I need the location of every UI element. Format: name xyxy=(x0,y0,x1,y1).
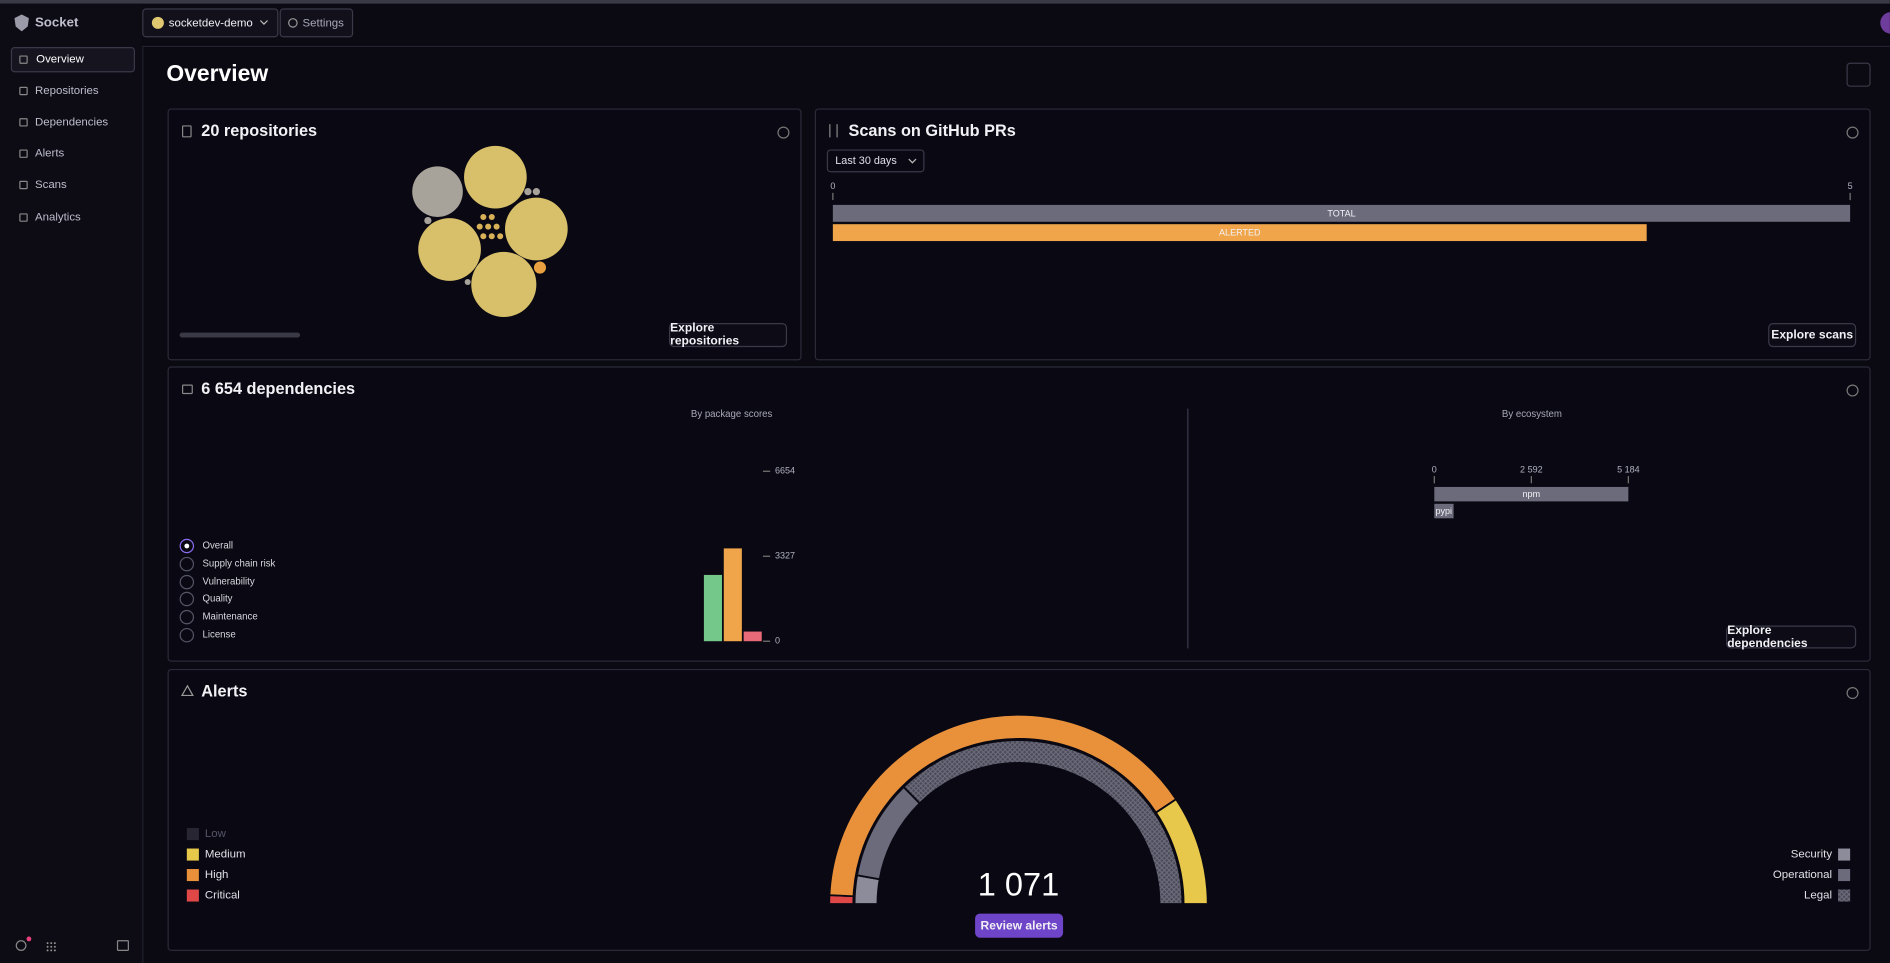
radio[interactable] xyxy=(179,627,195,643)
nav-item[interactable]: Repositories xyxy=(34,84,99,98)
card-title: 6 654 dependencies xyxy=(201,379,356,398)
radio-label: License xyxy=(202,629,236,641)
explore-dependencies-button[interactable]: Explore dependencies xyxy=(1725,624,1857,650)
range-dropdown[interactable] xyxy=(826,149,925,173)
nav-icon xyxy=(19,118,28,127)
nav-item[interactable]: Overview xyxy=(10,47,135,73)
org-avatar xyxy=(151,16,164,29)
alerts-card xyxy=(167,668,1871,951)
radio-label: Maintenance xyxy=(202,611,258,622)
radio[interactable] xyxy=(179,574,195,590)
radio[interactable] xyxy=(179,538,195,554)
page-title: Overview xyxy=(166,61,269,87)
help-icon[interactable] xyxy=(777,126,790,139)
chevron xyxy=(259,20,269,25)
package-icon xyxy=(182,384,193,395)
brand: Socket xyxy=(34,15,79,31)
explore-scans-button[interactable]: Explore scans xyxy=(1768,323,1857,348)
help-icon[interactable] xyxy=(15,940,27,951)
settings-label: Settings xyxy=(302,16,344,31)
radio-label: Vulnerability xyxy=(202,576,255,587)
card-title: 20 repositories xyxy=(201,121,318,140)
explore-repositories-button[interactable]: Explore repositories xyxy=(668,322,788,348)
radio[interactable] xyxy=(179,609,195,625)
help-icon[interactable] xyxy=(1846,384,1859,397)
help-icon[interactable] xyxy=(1846,126,1859,139)
org-switcher[interactable] xyxy=(142,8,279,38)
export-button[interactable] xyxy=(1846,62,1871,87)
radio-label: Quality xyxy=(202,593,233,604)
dependencies-card xyxy=(167,366,1871,662)
divider xyxy=(1187,408,1189,649)
apps-icon[interactable] xyxy=(45,941,57,953)
chart-title: By ecosystem xyxy=(1501,408,1562,420)
nav-item[interactable]: Alerts xyxy=(34,147,65,161)
chart-title: By package scores xyxy=(690,408,773,420)
nav-item[interactable]: Scans xyxy=(34,178,67,192)
brand-logo xyxy=(14,14,29,32)
help-icon[interactable] xyxy=(1846,687,1859,700)
chevron xyxy=(908,158,917,164)
radio-label: Supply chain risk xyxy=(202,558,276,569)
radio[interactable] xyxy=(179,591,195,607)
nav-item[interactable]: Analytics xyxy=(34,210,81,225)
org-name: socketdev-demo xyxy=(168,16,253,31)
top-strip xyxy=(0,0,1890,4)
sidebar xyxy=(0,3,143,963)
pr-icon xyxy=(829,124,838,138)
scrollbar xyxy=(179,332,301,338)
user-avatar[interactable] xyxy=(1880,12,1890,34)
repo-icon xyxy=(182,125,192,138)
warning-icon xyxy=(180,684,194,697)
nav-icon xyxy=(19,149,28,158)
gear-icon xyxy=(288,18,298,28)
nav-icon xyxy=(19,213,28,222)
card-title: Scans on GitHub PRs xyxy=(848,121,1016,140)
collapse-icon[interactable] xyxy=(116,940,129,951)
radio[interactable] xyxy=(179,556,195,572)
scans-card xyxy=(814,108,1871,361)
nav-icon xyxy=(19,86,28,96)
nav-icon xyxy=(19,55,28,64)
nav-item[interactable]: Dependencies xyxy=(34,115,109,129)
radio-label: Overall xyxy=(202,539,234,551)
notification-dot xyxy=(26,936,32,942)
nav-icon xyxy=(19,180,28,190)
review-alerts-button[interactable]: Review alerts xyxy=(975,913,1064,938)
range-label: Last 30 days xyxy=(835,154,897,167)
card-title: Alerts xyxy=(201,682,248,701)
